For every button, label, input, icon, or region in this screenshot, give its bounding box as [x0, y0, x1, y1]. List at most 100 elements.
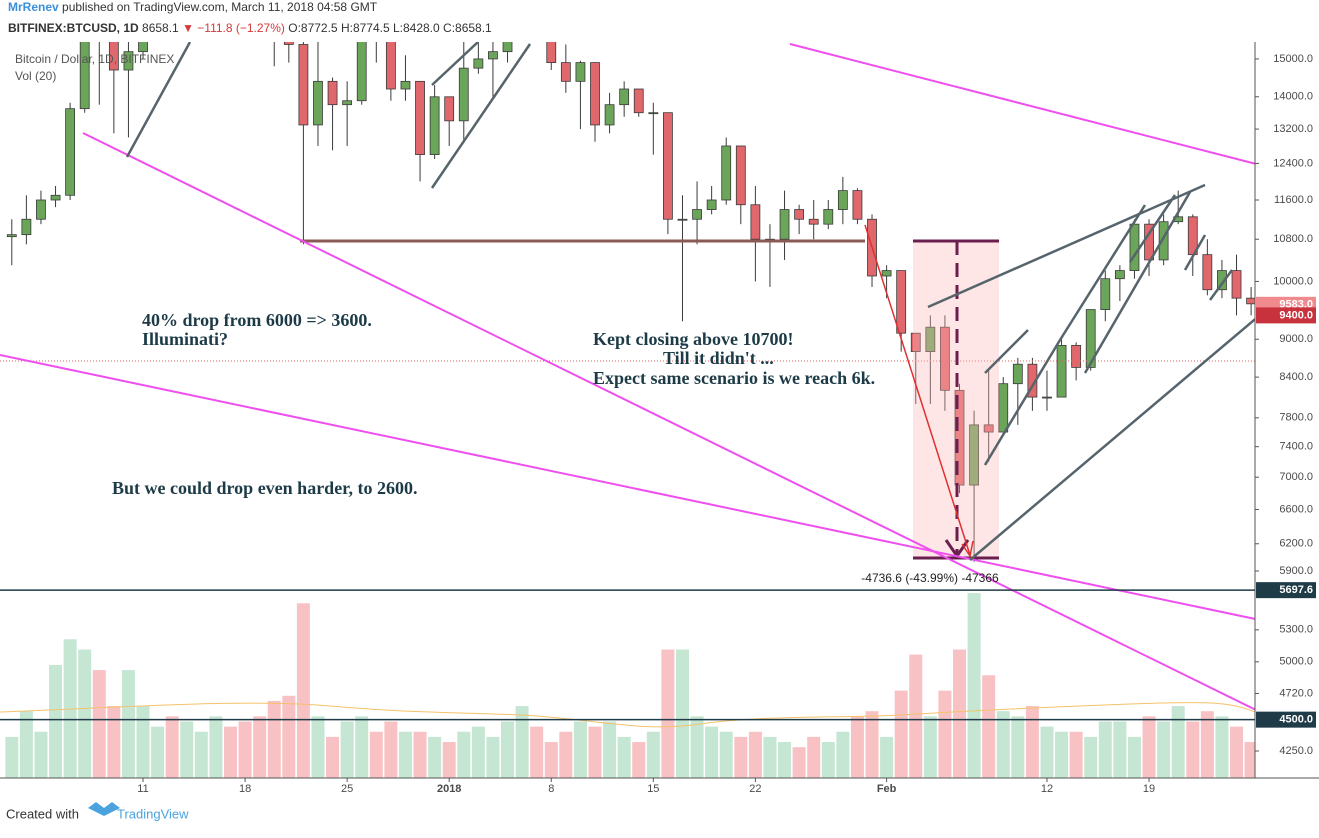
candle-body: [591, 63, 600, 125]
candle-body: [897, 271, 906, 334]
candle-body: [1057, 345, 1066, 397]
y-tick-label: 8400.0: [1279, 371, 1313, 383]
candle-body: [299, 44, 308, 124]
footer-brand[interactable]: TradingView: [117, 806, 189, 821]
candle-body: [474, 59, 483, 68]
volume-bar: [661, 650, 674, 778]
candle-body: [1101, 279, 1110, 310]
volume-bar: [676, 650, 689, 778]
annotation: But we could drop even harder, to 2600.: [112, 478, 418, 498]
volume-bar: [647, 732, 660, 778]
candle-body: [795, 210, 804, 220]
volume-bar: [5, 737, 18, 778]
candle-body: [1072, 345, 1081, 367]
volume-bar: [195, 732, 208, 778]
candle-body: [1013, 364, 1022, 383]
x-tick-label: Feb: [877, 783, 897, 795]
volume-bar: [166, 716, 179, 778]
volume-bar: [355, 716, 368, 778]
volume-bar: [909, 655, 922, 778]
volume-bar: [720, 732, 733, 778]
published: published on TradingView.com, March 11, …: [62, 0, 378, 14]
symbol: BITFINEX:BTCUSD, 1D: [8, 21, 139, 35]
volume-bar: [924, 716, 937, 778]
price-line-label: 4500.0: [1279, 714, 1313, 726]
volume-bar: [1172, 706, 1185, 778]
measure-label: -4736.6 (-43.99%) -47366: [861, 571, 999, 585]
candle-body: [824, 210, 833, 225]
volume-bar: [1113, 721, 1126, 778]
volume-bar: [93, 670, 106, 778]
y-tick-label: 5900.0: [1279, 565, 1313, 577]
volume-bar: [968, 593, 981, 778]
volume-bar: [414, 732, 427, 778]
volume-bar: [749, 732, 762, 778]
candle-body: [693, 210, 702, 220]
change: ▼ −111.8 (−1.27%): [182, 21, 285, 35]
volume-bar: [691, 716, 704, 778]
candle-body: [780, 210, 789, 240]
candle-body: [503, 0, 512, 52]
candle-body: [416, 81, 425, 154]
volume-bar: [734, 737, 747, 778]
y-tick-label: 10800.0: [1273, 233, 1313, 245]
x-tick-label: 2018: [437, 783, 461, 795]
volume-bar: [34, 732, 47, 778]
volume-bar: [705, 727, 718, 778]
y-tick-label: 4720.0: [1279, 687, 1313, 699]
candle-body: [649, 113, 658, 114]
candle-body: [561, 63, 570, 82]
candle-body: [532, 0, 541, 20]
price-line-label: 5697.6: [1279, 584, 1313, 596]
volume-bar: [1026, 706, 1039, 778]
price-label: 9400.0: [1279, 309, 1313, 321]
y-tick-label: 6600.0: [1279, 503, 1313, 515]
volume-bar: [341, 721, 354, 778]
y-tick-label: 6200.0: [1279, 538, 1313, 550]
candle-body: [678, 219, 687, 220]
channel-line: [970, 315, 1260, 560]
candle-body: [722, 146, 731, 200]
volume-bar: [836, 732, 849, 778]
candle-body: [357, 30, 366, 100]
volume-bar: [253, 716, 266, 778]
candle-body: [1247, 298, 1256, 304]
candle-body: [66, 109, 75, 196]
x-tick-label: 22: [749, 783, 761, 795]
volume-bar: [1099, 721, 1112, 778]
candle-body: [576, 63, 585, 82]
candle-body: [620, 89, 629, 105]
volume-bar: [209, 716, 222, 778]
annotation: Till it didn't ...: [663, 348, 774, 368]
volume-bar: [78, 650, 91, 778]
volume-bar: [1084, 737, 1097, 778]
volume-bar: [763, 737, 776, 778]
candle-body: [386, 37, 395, 89]
y-tick-label: 11600.0: [1274, 194, 1313, 206]
y-tick-label: 7400.0: [1279, 441, 1313, 453]
volume-bar: [997, 711, 1010, 778]
candle-body: [445, 97, 454, 121]
legend-series: Bitcoin / Dollar, 1D, BITFINEX: [15, 52, 174, 66]
x-tick-label: 15: [647, 783, 659, 795]
volume-bar: [107, 706, 120, 778]
volume-bar: [443, 742, 456, 778]
trendline: [790, 44, 1260, 165]
volume-bar: [122, 670, 135, 778]
volume-bar: [516, 706, 529, 778]
volume-bar: [866, 711, 879, 778]
volume-bar: [151, 727, 164, 778]
volume-bar: [1215, 716, 1228, 778]
candle-body: [1042, 397, 1051, 398]
volume-bar: [282, 696, 295, 778]
candle-body: [882, 271, 891, 276]
volume-bar: [20, 711, 33, 778]
volume-bar: [239, 721, 252, 778]
volume-bar: [953, 650, 966, 778]
y-tick-label: 10000.0: [1273, 275, 1313, 287]
x-tick-label: 12: [1041, 783, 1053, 795]
author: MrRenev: [8, 0, 59, 14]
y-tick-label: 7800.0: [1279, 412, 1313, 424]
volume-bar: [982, 675, 995, 778]
